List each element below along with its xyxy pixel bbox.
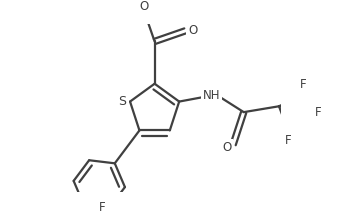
Text: F: F	[315, 106, 321, 119]
Text: S: S	[119, 95, 126, 108]
Text: F: F	[300, 78, 307, 91]
Text: O: O	[188, 24, 197, 37]
Text: O: O	[140, 0, 149, 13]
Text: F: F	[98, 201, 105, 214]
Text: F: F	[284, 134, 291, 147]
Text: NH: NH	[203, 89, 220, 102]
Text: O: O	[222, 141, 231, 155]
